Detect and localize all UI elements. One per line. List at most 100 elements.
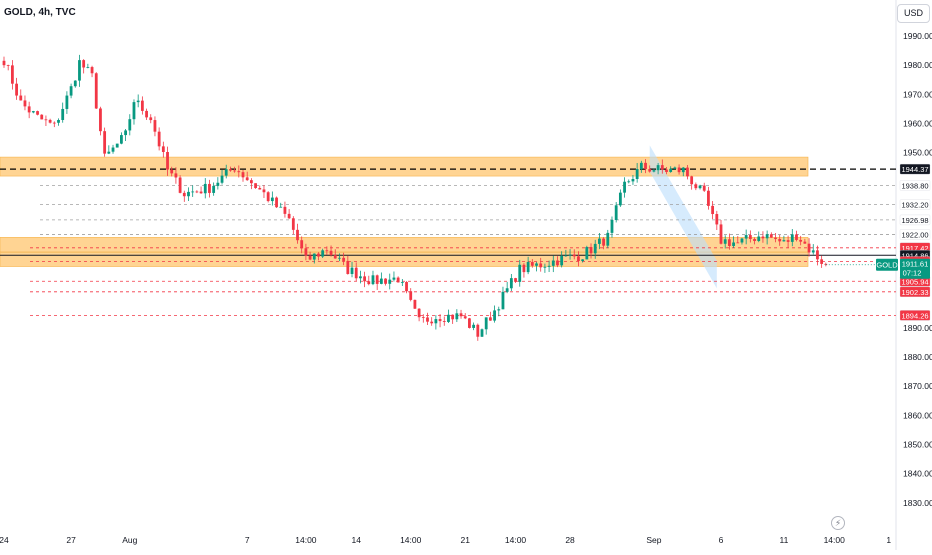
candle-down [229, 166, 232, 172]
currency-button[interactable]: USD [897, 4, 930, 23]
candle-body [644, 162, 647, 170]
time-tick-label: 7 [245, 535, 250, 545]
candle-body [598, 238, 601, 244]
time-tick-label: 27 [66, 535, 76, 545]
descending-channel [649, 145, 717, 289]
candle-up [652, 168, 656, 173]
candle-down [157, 127, 161, 151]
candle-body [673, 167, 677, 169]
candle-up [115, 143, 119, 148]
candle-body [103, 131, 107, 154]
candle-down [145, 108, 148, 120]
candle-body [258, 188, 262, 190]
candle-body [547, 265, 551, 267]
candle-down [103, 127, 107, 157]
candle-body [359, 276, 362, 279]
candle-down [807, 238, 811, 257]
candle-down [245, 171, 249, 181]
candle-down [300, 236, 304, 254]
candle-body [807, 243, 811, 253]
candle-up [790, 228, 794, 247]
candle-body [690, 176, 694, 185]
candle-up [270, 191, 274, 206]
current-price-badge-bg [900, 258, 930, 279]
candle-body [86, 67, 90, 68]
candle-down [2, 56, 6, 68]
candle-down [715, 210, 719, 231]
candle-body [438, 319, 442, 322]
candle-down [342, 252, 346, 266]
candle-up [400, 279, 404, 287]
candle-body [715, 214, 719, 225]
candle-body [572, 254, 576, 257]
candle-body [275, 197, 278, 208]
candle-body [262, 189, 266, 193]
candle-body [128, 119, 132, 131]
price-level-badges: 1944.37 1938.80 1932.20 1926.98 1922.00 1917.… [899, 163, 931, 321]
candle-down [530, 259, 534, 268]
candle-down [23, 95, 27, 111]
candle-body [350, 267, 354, 274]
candle-down [140, 96, 144, 115]
candle-body [396, 277, 400, 283]
candle-body [166, 151, 169, 170]
candle-body [694, 184, 698, 189]
candle-body [291, 218, 295, 230]
candle-up [455, 309, 459, 323]
candle-body [300, 240, 304, 249]
candle-down [317, 252, 320, 261]
price-badge-bg [899, 180, 931, 191]
candle-body [459, 313, 463, 317]
candle-body [279, 206, 283, 208]
time-tick-label: 21 [460, 535, 470, 545]
price-badge: 1922.00 [899, 229, 931, 240]
candle-down [241, 169, 245, 182]
candle-down [199, 186, 203, 194]
candle-body [367, 281, 371, 285]
candle-up [73, 80, 77, 88]
candle-body [153, 120, 157, 132]
price-badge-bg [899, 310, 931, 321]
candle-down [451, 314, 455, 324]
price-tick-label: 1880.00 [903, 352, 932, 362]
candle-body [719, 224, 723, 244]
candle-body [795, 234, 798, 240]
candle-body [266, 192, 270, 202]
candle-down [719, 220, 723, 245]
candle-up [673, 166, 677, 170]
candle-down [438, 314, 442, 328]
candle-body [442, 321, 446, 322]
candle-down [36, 110, 39, 116]
candle-up [732, 236, 735, 248]
candle-down [694, 182, 698, 191]
candle-up [635, 163, 639, 183]
candle-down [40, 114, 44, 120]
candle-body [543, 266, 547, 268]
candle-body [145, 110, 148, 118]
candle-body [803, 241, 807, 244]
candle-down [577, 251, 580, 267]
candle-body [65, 95, 69, 109]
lightning-icon[interactable]: ⚡ [831, 516, 845, 530]
candle-up [610, 216, 614, 238]
candle-body [187, 191, 190, 197]
candle-down [27, 101, 31, 119]
candle-body [388, 279, 392, 284]
candle-body [765, 234, 769, 239]
price-badge: 1938.80 [899, 180, 931, 191]
candle-body [627, 181, 631, 183]
candle-up [811, 244, 815, 255]
candle-down [249, 178, 253, 190]
candle-down [799, 235, 803, 246]
candle-down [778, 235, 782, 246]
candle-body [648, 169, 652, 172]
candle-down [82, 59, 86, 74]
candle-up [501, 286, 505, 310]
candle-body [140, 100, 144, 111]
price-tick-label: 1850.00 [903, 440, 932, 450]
candle-body [78, 60, 81, 81]
candle-up [669, 166, 673, 173]
candle-body [23, 100, 27, 107]
